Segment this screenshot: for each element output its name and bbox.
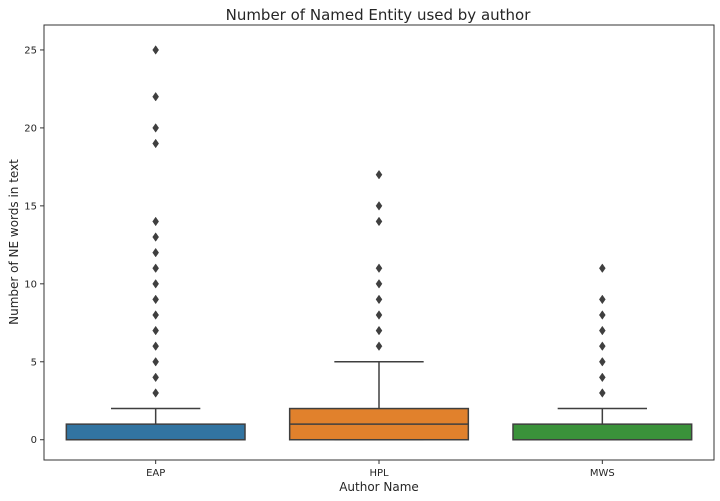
x-axis-label: Author Name [339, 480, 419, 494]
outlier-point [375, 325, 383, 336]
y-tick-label: 5 [31, 357, 37, 368]
outlier-point [375, 341, 383, 351]
outlier-point [375, 169, 383, 180]
outlier-point [599, 372, 606, 383]
chart-title: Number of Named Entity used by author [226, 6, 532, 24]
outlier-point [375, 310, 383, 320]
box-group-eap [65, 45, 246, 441]
outlier-point [375, 279, 383, 289]
outlier-point [152, 123, 159, 133]
outlier-point [152, 232, 159, 242]
outlier-point [599, 263, 606, 273]
outlier-point [152, 388, 159, 398]
y-tick-label: 10 [24, 279, 37, 290]
outlier-point [152, 247, 159, 258]
outlier-point [599, 310, 606, 320]
y-tick-label: 20 [24, 123, 37, 134]
outlier-point [152, 341, 159, 351]
outlier-point [152, 263, 159, 273]
outlier-point [599, 357, 606, 367]
outlier-point [152, 357, 159, 367]
outlier-point [152, 216, 159, 227]
outlier-point [152, 325, 159, 336]
box-group-hpl [288, 169, 470, 441]
outlier-point [152, 45, 159, 55]
y-axis-label: Number of NE words in text [7, 159, 21, 325]
outlier-point [375, 216, 383, 227]
x-tick-label: MWS [590, 468, 615, 479]
outlier-point [599, 325, 606, 336]
x-tick-label: HPL [369, 468, 389, 479]
outlier-point [599, 388, 606, 398]
plot-area [65, 45, 693, 441]
outlier-point [375, 263, 383, 273]
outlier-point [599, 294, 606, 305]
box-eap [65, 423, 246, 441]
outlier-point [375, 294, 383, 305]
outlier-point [152, 372, 159, 383]
box-mws [512, 423, 693, 441]
outlier-point [152, 279, 159, 289]
y-tick-label: 0 [31, 435, 37, 446]
outlier-point [375, 201, 383, 211]
x-axis: EAP HPL MWS [146, 460, 615, 479]
outlier-point [152, 294, 159, 305]
y-tick-label: 25 [24, 45, 37, 56]
outlier-point [152, 91, 159, 102]
box-group-mws [512, 263, 693, 441]
x-tick-label: EAP [146, 468, 165, 479]
outlier-point [152, 138, 159, 149]
outlier-point [599, 341, 606, 351]
outlier-point [152, 310, 159, 320]
y-axis: 0 5 10 15 20 25 [24, 45, 44, 446]
y-tick-label: 15 [24, 201, 37, 212]
